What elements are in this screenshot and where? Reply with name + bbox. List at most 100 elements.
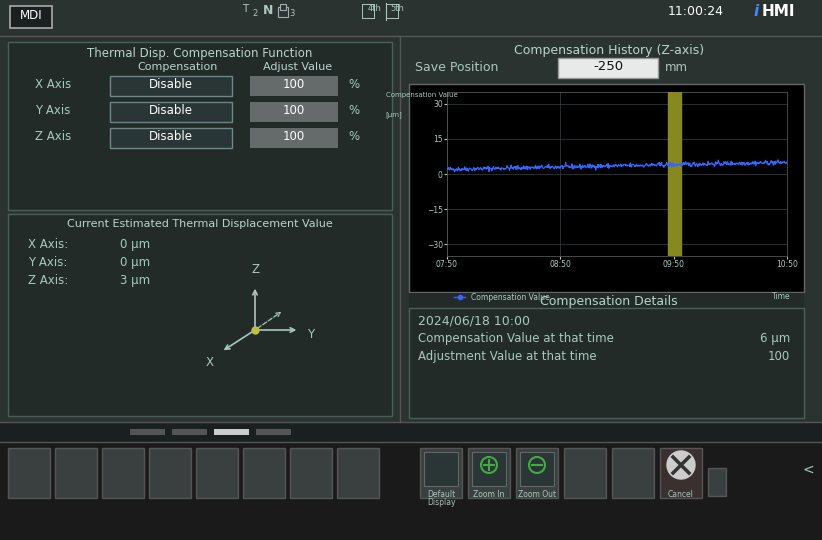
Text: Z Axis: Z Axis: [35, 130, 72, 143]
Text: 6 μm: 6 μm: [760, 332, 790, 345]
Text: Compensation Details: Compensation Details: [540, 295, 678, 308]
Text: HMI: HMI: [762, 4, 796, 19]
Bar: [110, 128, 232, 148]
Bar: [612, 448, 654, 498]
Bar: [8, 448, 50, 498]
Bar: [149, 448, 191, 498]
Text: Compensation Value: Compensation Value: [386, 92, 458, 98]
Text: Disable: Disable: [149, 104, 193, 117]
Bar: [708, 468, 726, 496]
Text: 100: 100: [283, 130, 305, 143]
Text: %: %: [348, 130, 359, 143]
Text: 4th: 4th: [368, 4, 382, 13]
Bar: [409, 308, 804, 418]
Text: Compensation History (Z-axis): Compensation History (Z-axis): [514, 44, 704, 57]
Text: <: <: [802, 463, 814, 477]
Bar: [172, 429, 207, 435]
Text: 0 μm: 0 μm: [120, 256, 150, 269]
Bar: [468, 448, 510, 498]
Text: 0 μm: 0 μm: [120, 238, 150, 251]
Bar: [214, 429, 249, 435]
Legend: Compensation Value: Compensation Value: [450, 289, 553, 305]
Bar: [250, 102, 338, 122]
Bar: [110, 76, 232, 96]
Text: 2024/06/18 10:00: 2024/06/18 10:00: [418, 314, 530, 327]
Text: Time: Time: [772, 292, 791, 301]
Text: Z: Z: [251, 263, 259, 276]
Text: Disable: Disable: [149, 130, 193, 143]
Bar: [280, 4, 286, 10]
Text: X: X: [206, 356, 213, 369]
Text: Current Estimated Thermal Displacement Value: Current Estimated Thermal Displacement V…: [67, 219, 333, 229]
Text: Compensation: Compensation: [138, 62, 218, 72]
Bar: [243, 448, 285, 498]
Text: 5th: 5th: [390, 4, 404, 13]
Text: Y Axis: Y Axis: [35, 104, 71, 117]
Bar: [278, 7, 288, 17]
Text: 11:00:24: 11:00:24: [668, 5, 724, 18]
Text: Adjustment Value at that time: Adjustment Value at that time: [418, 350, 597, 363]
Bar: [558, 58, 658, 78]
Text: 100: 100: [768, 350, 790, 363]
Bar: [0, 422, 822, 442]
Bar: [0, 36, 822, 422]
Text: 3: 3: [289, 9, 295, 18]
Bar: [564, 448, 606, 498]
Text: 100: 100: [283, 78, 305, 91]
Text: Zoom In: Zoom In: [473, 490, 505, 499]
Text: Compensation Value at that time: Compensation Value at that time: [418, 332, 614, 345]
Bar: [256, 429, 291, 435]
Text: 3 μm: 3 μm: [120, 274, 150, 287]
Bar: [424, 452, 458, 486]
Circle shape: [529, 457, 545, 473]
Text: %: %: [348, 78, 359, 91]
Bar: [0, 0, 822, 36]
Text: MDI: MDI: [20, 9, 42, 22]
Bar: [8, 42, 392, 210]
Bar: [472, 452, 506, 486]
Bar: [520, 452, 554, 486]
Bar: [290, 448, 332, 498]
Text: Cancel: Cancel: [668, 490, 694, 499]
Text: X Axis: X Axis: [35, 78, 72, 91]
Bar: [196, 448, 238, 498]
Text: mm: mm: [665, 61, 688, 74]
Text: 100: 100: [283, 104, 305, 117]
Text: Thermal Disp. Compensation Function: Thermal Disp. Compensation Function: [87, 47, 312, 60]
Bar: [409, 293, 804, 418]
Circle shape: [667, 451, 695, 479]
Text: %: %: [348, 104, 359, 117]
Bar: [10, 6, 52, 28]
Bar: [8, 214, 392, 416]
Text: Disable: Disable: [149, 78, 193, 91]
Text: Default: Default: [427, 490, 455, 499]
Bar: [420, 448, 462, 498]
Bar: [0, 442, 822, 540]
Text: Adjust Value: Adjust Value: [263, 62, 333, 72]
Text: Zoom Out: Zoom Out: [518, 490, 556, 499]
Text: -250: -250: [593, 60, 623, 73]
Text: Save Position: Save Position: [415, 61, 498, 74]
Circle shape: [481, 457, 497, 473]
Text: N: N: [263, 4, 273, 17]
Bar: [250, 76, 338, 96]
Text: 2: 2: [252, 9, 257, 18]
Bar: [409, 84, 804, 292]
Bar: [110, 102, 232, 122]
Text: [μm]: [μm]: [386, 112, 403, 118]
Bar: [55, 448, 97, 498]
Bar: [337, 448, 379, 498]
Text: Y Axis:: Y Axis:: [28, 256, 67, 269]
Bar: [668, 92, 681, 256]
Bar: [660, 448, 702, 498]
Text: Display: Display: [427, 498, 455, 507]
Bar: [130, 429, 165, 435]
Text: X Axis:: X Axis:: [28, 238, 68, 251]
Bar: [516, 448, 558, 498]
Text: i: i: [754, 4, 760, 19]
Bar: [250, 128, 338, 148]
Text: T: T: [242, 4, 248, 14]
Text: Y: Y: [307, 328, 314, 341]
Text: Z Axis:: Z Axis:: [28, 274, 68, 287]
Bar: [102, 448, 144, 498]
